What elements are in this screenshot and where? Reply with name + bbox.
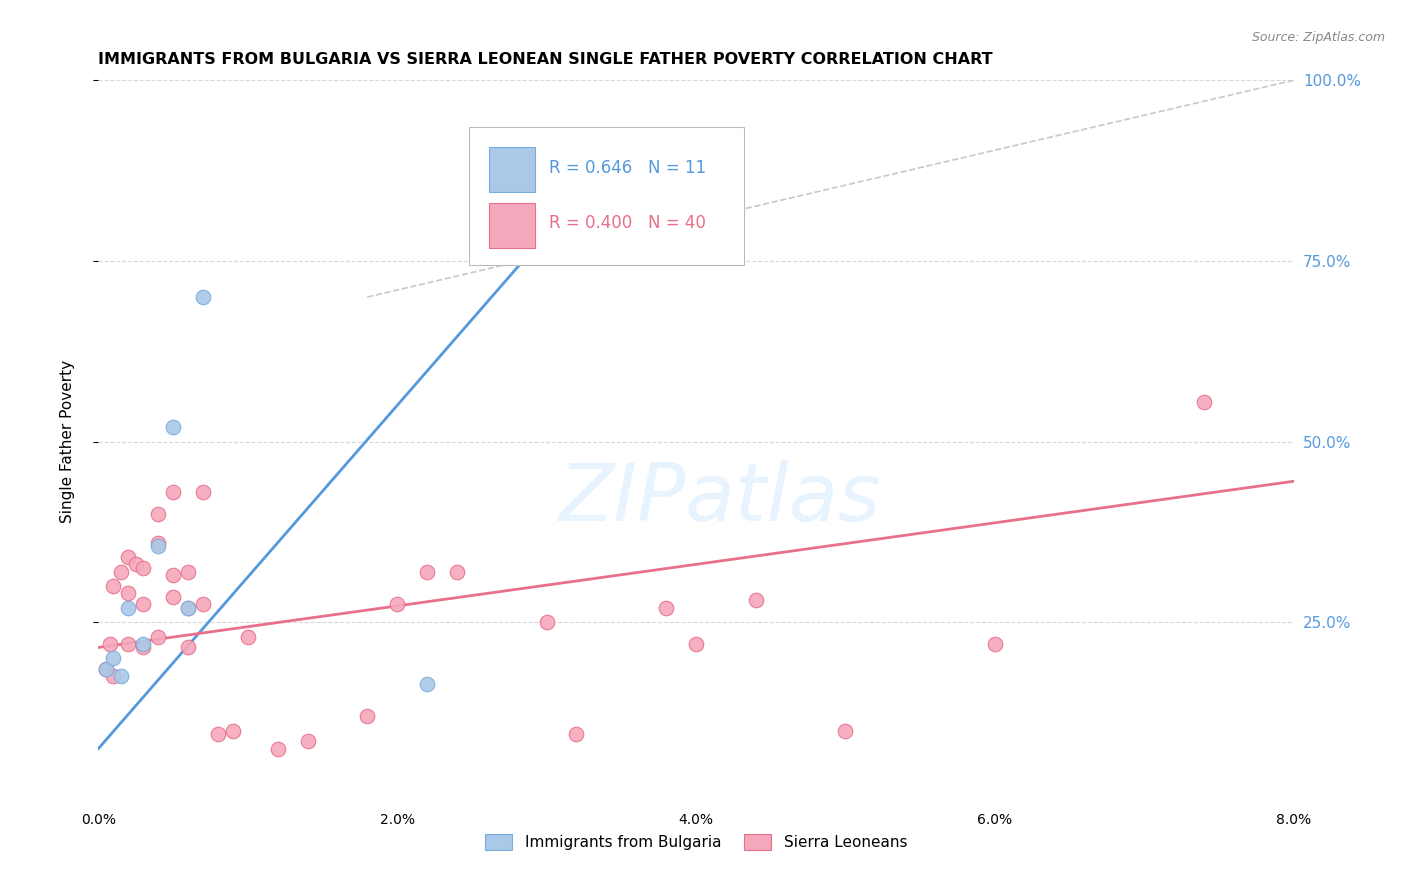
Point <box>236 630 259 644</box>
Point <box>834 723 856 738</box>
Point <box>132 597 155 611</box>
Point <box>1192 394 1215 409</box>
Point <box>162 485 184 500</box>
Point <box>177 565 200 579</box>
Point <box>110 669 132 683</box>
Point <box>98 637 122 651</box>
Point <box>103 579 125 593</box>
Point <box>191 597 214 611</box>
Point <box>416 676 439 690</box>
Point <box>125 558 148 572</box>
Point <box>536 615 558 630</box>
Point <box>177 600 200 615</box>
Point <box>148 535 170 549</box>
Point <box>110 565 132 579</box>
Point <box>356 709 378 723</box>
Point <box>297 734 319 748</box>
Point <box>148 630 170 644</box>
Point <box>984 637 1007 651</box>
Point <box>132 561 155 575</box>
Legend: Immigrants from Bulgaria, Sierra Leoneans: Immigrants from Bulgaria, Sierra Leonean… <box>478 829 914 856</box>
Text: R = 0.400   N = 40: R = 0.400 N = 40 <box>548 214 706 232</box>
Point <box>565 727 588 741</box>
Text: Source: ZipAtlas.com: Source: ZipAtlas.com <box>1251 31 1385 45</box>
Point <box>177 640 200 655</box>
Text: IMMIGRANTS FROM BULGARIA VS SIERRA LEONEAN SINGLE FATHER POVERTY CORRELATION CHA: IMMIGRANTS FROM BULGARIA VS SIERRA LEONE… <box>98 52 993 67</box>
Point <box>148 539 170 553</box>
Point <box>103 669 125 683</box>
Point <box>191 485 214 500</box>
Point <box>117 586 139 600</box>
Point <box>416 565 439 579</box>
Point <box>191 290 214 304</box>
Point <box>267 741 290 756</box>
Point <box>94 662 117 676</box>
FancyBboxPatch shape <box>470 128 744 265</box>
Point <box>685 637 707 651</box>
Text: R = 0.646   N = 11: R = 0.646 N = 11 <box>548 160 706 178</box>
Point <box>162 568 184 582</box>
Point <box>655 600 678 615</box>
Point <box>117 600 139 615</box>
Point <box>117 550 139 565</box>
Point <box>745 593 768 607</box>
Point <box>385 597 409 611</box>
Text: ZIPatlas: ZIPatlas <box>558 460 882 539</box>
Point <box>117 637 139 651</box>
Point <box>148 507 170 521</box>
Point <box>162 590 184 604</box>
Point <box>177 600 200 615</box>
Point <box>207 727 229 741</box>
Point <box>162 420 184 434</box>
Point <box>94 662 117 676</box>
Point <box>222 723 245 738</box>
Point <box>446 565 468 579</box>
FancyBboxPatch shape <box>489 203 534 248</box>
Point <box>132 640 155 655</box>
Point <box>536 174 558 188</box>
FancyBboxPatch shape <box>489 147 534 193</box>
Y-axis label: Single Father Poverty: Single Father Poverty <box>60 360 75 523</box>
Point <box>132 637 155 651</box>
Point <box>103 651 125 665</box>
